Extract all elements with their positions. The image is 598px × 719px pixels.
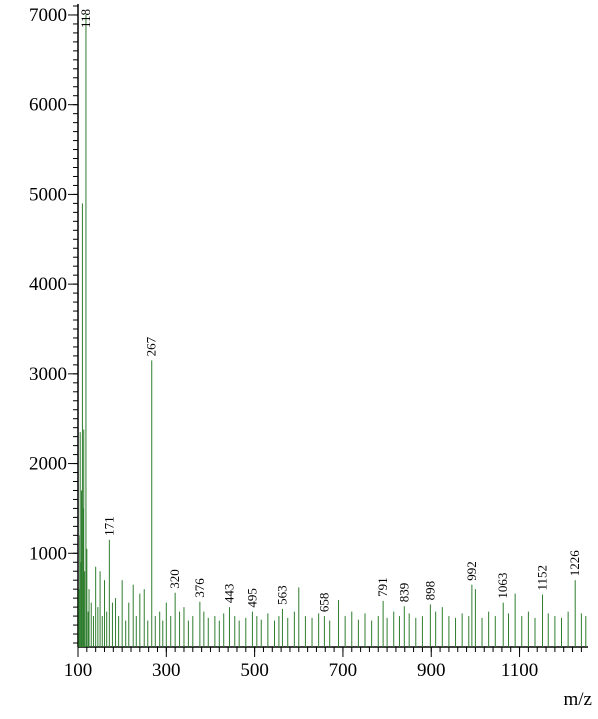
y-tick-label: 7000 [29, 5, 67, 26]
peak-label: 1152 [535, 565, 550, 591]
peak-label: 898 [422, 581, 437, 601]
peak-label: 791 [375, 577, 390, 597]
y-tick-label: 6000 [29, 95, 67, 116]
x-tick-label: 700 [329, 660, 358, 681]
x-tick-label: 100 [64, 660, 93, 681]
peak-label: 992 [464, 561, 479, 581]
y-tick-label: 5000 [29, 184, 67, 205]
peak-label: 267 [144, 336, 159, 356]
peak-label: 563 [274, 585, 289, 605]
x-tick-label: 1100 [501, 660, 538, 681]
x-tick-label: 900 [417, 660, 446, 681]
y-tick-label: 2000 [29, 454, 67, 475]
peak-label: 1226 [567, 550, 582, 577]
peak-label: 443 [221, 584, 236, 604]
y-tick-label: 1000 [29, 543, 67, 564]
y-tick-label: 4000 [29, 274, 67, 295]
peak-label: 171 [101, 516, 116, 536]
peak-label: 839 [396, 583, 411, 603]
peak-label: 495 [244, 588, 259, 608]
peak-label: 376 [192, 578, 207, 598]
x-axis-label: m/z [564, 689, 593, 710]
peak-label: 320 [167, 569, 182, 589]
x-tick-label: 500 [240, 660, 269, 681]
peak-label: 1063 [495, 573, 510, 599]
peak-label: 118 [78, 9, 93, 28]
x-tick-label: 300 [152, 660, 181, 681]
peak-label: 658 [316, 593, 331, 613]
y-tick-label: 3000 [29, 364, 67, 385]
